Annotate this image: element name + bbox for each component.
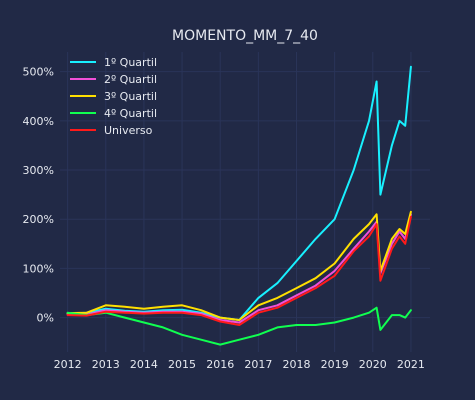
- x-tick-label: 2013: [92, 358, 120, 371]
- grid: [60, 52, 430, 352]
- series-lines: [66, 65, 412, 346]
- legend-label: 2º Quartil: [104, 73, 157, 86]
- x-tick-label: 2014: [130, 358, 158, 371]
- y-tick-label: 0%: [37, 312, 54, 325]
- series-line-3: [66, 210, 412, 321]
- x-tick-label: 2012: [54, 358, 82, 371]
- y-tick-label: 100%: [23, 262, 54, 275]
- plot-area: [60, 52, 430, 352]
- chart-title: MOMENTO_MM_7_40: [172, 28, 318, 44]
- x-tick-label: 2021: [397, 358, 425, 371]
- x-axis-ticks: 2012 2013 2014 2015 2016 2017 2018 2019 2020 2021: [54, 358, 425, 371]
- series-line-4: [66, 306, 412, 346]
- y-tick-label: 400%: [23, 115, 54, 128]
- legend-label: 1º Quartil: [104, 56, 157, 69]
- y-tick-label: 200%: [23, 213, 54, 226]
- x-tick-label: 2017: [244, 358, 272, 371]
- legend: 1º Quartil 2º Quartil 3º Quartil 4º Quartil…: [70, 56, 157, 137]
- x-tick-label: 2018: [282, 358, 310, 371]
- y-tick-label: 500%: [23, 66, 54, 79]
- legend-label: Universo: [104, 124, 153, 137]
- y-tick-label: 300%: [23, 164, 54, 177]
- legend-label: 3º Quartil: [104, 90, 157, 103]
- y-axis-ticks: 0% 100% 200% 300% 400% 500%: [23, 66, 54, 325]
- legend-label: 4º Quartil: [104, 107, 157, 120]
- series-line-5: [66, 215, 412, 326]
- x-tick-label: 2016: [206, 358, 234, 371]
- x-tick-label: 2020: [359, 358, 387, 371]
- x-tick-label: 2019: [321, 358, 349, 371]
- x-tick-label: 2015: [168, 358, 196, 371]
